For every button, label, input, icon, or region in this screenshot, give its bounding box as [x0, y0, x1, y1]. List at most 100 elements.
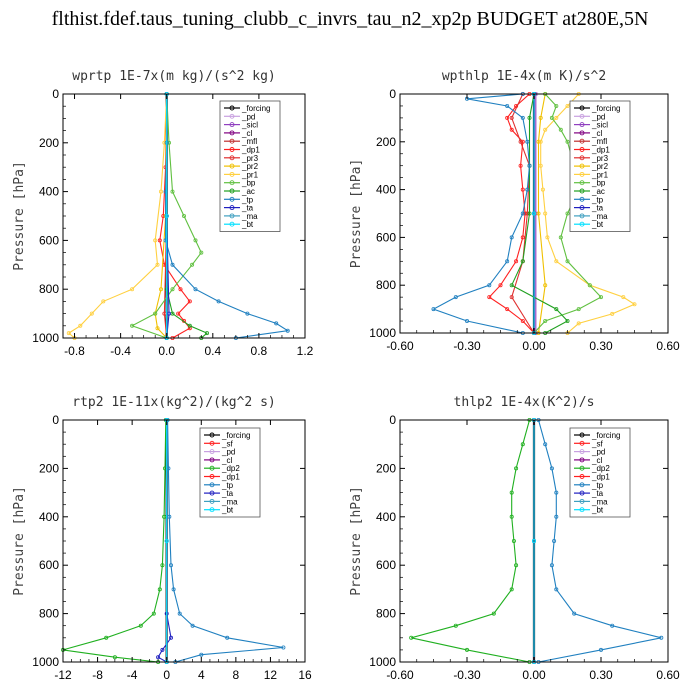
legend-marker-cl — [209, 457, 215, 463]
x-tick-label: 0 — [163, 668, 170, 682]
series-point-dp2 — [509, 587, 514, 592]
series-point-pr2 — [538, 115, 543, 120]
legend-label: _pd — [591, 448, 605, 457]
series-point-pr1 — [632, 302, 637, 307]
legend-marker-bt — [579, 507, 585, 513]
series-line-pr3 — [511, 93, 535, 334]
series-point-bp — [199, 250, 204, 255]
legend-marker-pd — [229, 113, 235, 119]
series-point-tp — [199, 652, 204, 657]
series-line-pr2 — [537, 93, 546, 334]
series-point-pr3 — [525, 211, 530, 216]
legend-label: _sicl — [241, 121, 258, 130]
series-point-dp2 — [514, 563, 519, 568]
series-point-bp — [587, 283, 592, 288]
series-point-dp1 — [520, 187, 525, 192]
series-point-tp — [554, 514, 559, 519]
series-point-pr1 — [162, 140, 167, 145]
legend-marker-dp1 — [229, 147, 235, 152]
legend-label: _pr2 — [241, 162, 259, 171]
series-point-dp2 — [157, 587, 162, 592]
series-point-bp — [554, 104, 559, 109]
x-tick-label: 4 — [198, 668, 205, 682]
legend-label: _ta — [591, 489, 604, 498]
y-tick-label: 200 — [39, 461, 59, 475]
series-point-tp — [170, 262, 175, 267]
series-point-dp1 — [520, 139, 525, 144]
x-tick-label: 0.4 — [204, 344, 221, 358]
series-line-dp2 — [62, 419, 167, 663]
legend-marker-ma — [579, 213, 585, 219]
series-point-dp1 — [520, 318, 525, 323]
chart-panel-3: rtp2 1E-11x(kg^2)/(kg^2 s) Pressure [hPa]… — [12, 395, 312, 682]
legend-marker-ac — [229, 188, 235, 194]
legend-marker-cl — [229, 130, 235, 136]
legend-marker-forcing — [229, 105, 235, 111]
y-axis-label: Pressure [hPa] — [349, 486, 364, 596]
legend-label: _pd — [241, 112, 255, 121]
series-point-ac — [187, 323, 192, 328]
series-point-dp2 — [160, 563, 165, 568]
legend-label: _ta — [221, 489, 234, 498]
legend-label: _ma — [241, 212, 258, 221]
series-line-ac — [510, 93, 569, 334]
series-point-bp — [565, 259, 570, 264]
y-tick-label: 1000 — [32, 331, 59, 345]
series-point-dp1 — [187, 326, 192, 331]
legend-marker-pd — [579, 449, 585, 455]
chart-title: wprtp 1E-7x(m kg)/(s^2 kg) — [72, 69, 276, 84]
legend-marker-sicl — [229, 122, 235, 128]
legend-label: _bt — [221, 506, 234, 515]
legend-marker-pd — [579, 113, 585, 119]
legend-label: _ac — [241, 187, 255, 196]
series-point-dp1 — [505, 115, 510, 120]
y-tick-label: 200 — [376, 135, 396, 149]
legend-label: _bt — [591, 220, 604, 229]
series-point-ac — [527, 115, 532, 120]
series-point-dp2 — [409, 635, 414, 640]
series-point-ta — [156, 655, 161, 660]
series-point-dp1 — [518, 163, 523, 168]
legend-label: _ma — [221, 497, 238, 506]
x-tick-label: 0.60 — [656, 668, 680, 682]
series-point-tp — [520, 115, 525, 120]
series-point-tp — [225, 635, 230, 640]
series-point-tp — [193, 287, 198, 292]
legend-marker-bt — [229, 221, 235, 227]
legend-marker-bp — [229, 180, 235, 186]
legend-label: _pr3 — [241, 154, 259, 163]
legend-marker-ta — [579, 490, 585, 496]
series-point-dp1 — [505, 307, 510, 312]
legend-label: _tp — [221, 481, 234, 490]
x-tick-label: -0.60 — [386, 668, 414, 682]
x-tick-label: -0.30 — [453, 668, 481, 682]
series-point-pr2 — [543, 283, 548, 288]
series-point-bt — [164, 213, 169, 218]
series-point-dp2 — [509, 490, 514, 495]
series-point-bp — [170, 189, 175, 194]
legend-marker-mfl — [229, 138, 235, 144]
y-tick-label: 0 — [389, 413, 396, 427]
x-tick-label: 12 — [264, 668, 278, 682]
series-line-pr1 — [540, 93, 636, 334]
chart-panel-1: wprtp 1E-7x(m kg)/(s^2 kg) Pressure [hPa]… — [12, 69, 314, 358]
series-point-tp — [190, 623, 195, 628]
series-point-dp1 — [487, 295, 492, 300]
x-tick-label: -0.4 — [110, 344, 131, 358]
legend-marker-ma — [209, 498, 215, 504]
legend-label: _bp — [591, 179, 606, 188]
legend-label: _pd — [591, 112, 605, 121]
series-point-tp — [509, 235, 514, 240]
y-tick-label: 600 — [376, 558, 396, 572]
series-point-bt — [532, 211, 537, 216]
legend-marker-forcing — [579, 432, 585, 438]
series-point-tp — [168, 563, 173, 568]
chart-title: rtp2 1E-11x(kg^2)/(kg^2 s) — [72, 395, 276, 410]
series-point-bp — [549, 115, 554, 120]
series-point-tp — [520, 211, 525, 216]
legend-marker-cl — [579, 457, 585, 463]
legend-marker-pd — [209, 449, 215, 455]
series-point-pr1 — [89, 311, 94, 316]
legend-label: _cl — [591, 129, 602, 138]
series-point-tp — [549, 466, 554, 471]
